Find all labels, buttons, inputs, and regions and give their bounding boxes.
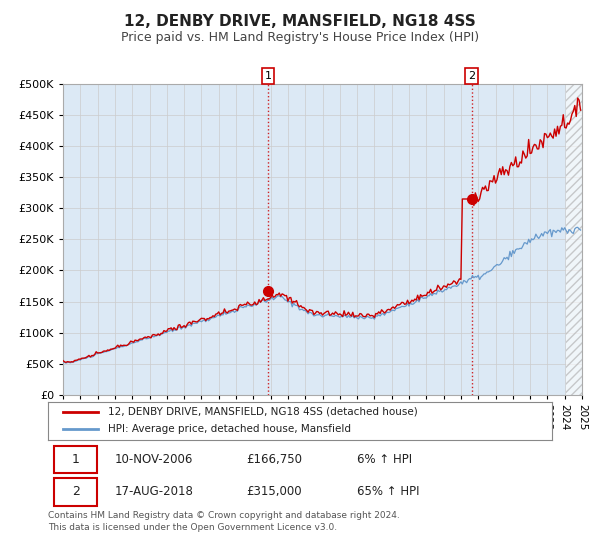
HPI: Average price, detached house, Mansfield: (2.02e+03, 2.65e+05): Average price, detached house, Mansfield…: [577, 227, 584, 234]
Text: 10-NOV-2006: 10-NOV-2006: [115, 453, 193, 466]
Text: Contains HM Land Registry data © Crown copyright and database right 2024.
This d: Contains HM Land Registry data © Crown c…: [48, 511, 400, 531]
HPI: Average price, detached house, Mansfield: (2e+03, 5.28e+04): Average price, detached house, Mansfield…: [59, 358, 67, 365]
HPI: Average price, detached house, Mansfield: (2.01e+03, 1.42e+05): Average price, detached house, Mansfield…: [241, 303, 248, 310]
Line: 12, DENBY DRIVE, MANSFIELD, NG18 4SS (detached house): 12, DENBY DRIVE, MANSFIELD, NG18 4SS (de…: [63, 98, 581, 362]
12, DENBY DRIVE, MANSFIELD, NG18 4SS (detached house): [232, 306, 239, 313]
12, DENBY DRIVE, MANSFIELD, NG18 4SS (detached house): [124, 342, 131, 348]
12, DENBY DRIVE, MANSFIELD, NG18 4SS (detached house): [241, 301, 248, 307]
FancyBboxPatch shape: [54, 446, 97, 473]
HPI: Average price, detached house, Mansfield: (2.02e+03, 2.65e+05): Average price, detached house, Mansfield…: [550, 227, 557, 234]
Text: 2: 2: [468, 71, 475, 81]
Text: 1: 1: [265, 71, 272, 81]
HPI: Average price, detached house, Mansfield: (2.01e+03, 1.5e+05): Average price, detached house, Mansfield…: [287, 298, 295, 305]
Text: 17-AUG-2018: 17-AUG-2018: [115, 486, 194, 498]
Text: 12, DENBY DRIVE, MANSFIELD, NG18 4SS: 12, DENBY DRIVE, MANSFIELD, NG18 4SS: [124, 14, 476, 29]
12, DENBY DRIVE, MANSFIELD, NG18 4SS (detached house): [577, 107, 584, 114]
FancyBboxPatch shape: [54, 478, 97, 506]
12, DENBY DRIVE, MANSFIELD, NG18 4SS (detached house): [62, 359, 70, 366]
HPI: Average price, detached house, Mansfield: (2e+03, 8.05e+04): Average price, detached house, Mansfield…: [124, 342, 131, 348]
Text: 6% ↑ HPI: 6% ↑ HPI: [357, 453, 412, 466]
HPI: Average price, detached house, Mansfield: (2e+03, 5.1e+04): Average price, detached house, Mansfield…: [62, 360, 70, 366]
Text: 12, DENBY DRIVE, MANSFIELD, NG18 4SS (detached house): 12, DENBY DRIVE, MANSFIELD, NG18 4SS (de…: [109, 407, 418, 417]
12, DENBY DRIVE, MANSFIELD, NG18 4SS (detached house): [215, 309, 222, 315]
HPI: Average price, detached house, Mansfield: (2.02e+03, 2.69e+05): Average price, detached house, Mansfield…: [574, 224, 581, 231]
Text: HPI: Average price, detached house, Mansfield: HPI: Average price, detached house, Mans…: [109, 424, 352, 435]
Text: 1: 1: [72, 453, 80, 466]
Text: 65% ↑ HPI: 65% ↑ HPI: [357, 486, 419, 498]
12, DENBY DRIVE, MANSFIELD, NG18 4SS (detached house): [59, 357, 67, 364]
12, DENBY DRIVE, MANSFIELD, NG18 4SS (detached house): [287, 294, 295, 301]
Text: 2: 2: [72, 486, 80, 498]
Text: Price paid vs. HM Land Registry's House Price Index (HPI): Price paid vs. HM Land Registry's House …: [121, 31, 479, 44]
Bar: [566, 84, 582, 395]
Line: HPI: Average price, detached house, Mansfield: HPI: Average price, detached house, Mans…: [63, 227, 581, 363]
HPI: Average price, detached house, Mansfield: (2e+03, 1.35e+05): Average price, detached house, Mansfield…: [232, 307, 239, 314]
12, DENBY DRIVE, MANSFIELD, NG18 4SS (detached house): [550, 135, 557, 142]
Text: £315,000: £315,000: [246, 486, 301, 498]
HPI: Average price, detached house, Mansfield: (2e+03, 1.28e+05): Average price, detached house, Mansfield…: [215, 312, 222, 319]
Text: £166,750: £166,750: [246, 453, 302, 466]
12, DENBY DRIVE, MANSFIELD, NG18 4SS (detached house): [574, 95, 581, 101]
